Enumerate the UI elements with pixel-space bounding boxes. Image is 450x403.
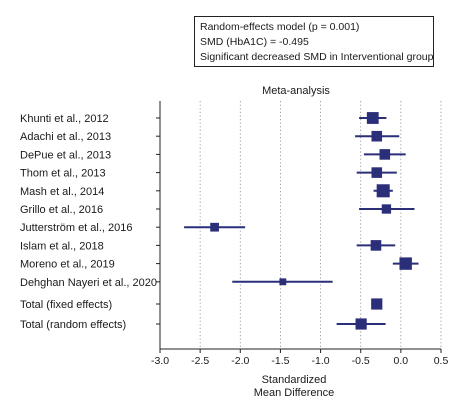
study-4-label: Mash et al., 2014 — [20, 186, 104, 198]
study-6-label: Jutterström et al., 2016 — [20, 222, 133, 234]
chart-title: Meta-analysis — [262, 85, 330, 97]
study-2-label: DePue et al., 2013 — [20, 149, 111, 161]
x-tick-label-3: -1.5 — [271, 355, 289, 367]
x-tick-label-2: -2.0 — [231, 355, 249, 367]
study-6-marker — [210, 222, 219, 232]
model-info-line-1: Random-effects model (p = 0.001) — [200, 21, 360, 33]
study-0-label: Khunti et al., 2012 — [20, 113, 109, 125]
study-8-label: Moreno et al., 2019 — [20, 259, 115, 271]
total-1-label: Total (random effects) — [20, 319, 126, 331]
model-info-line-3: Significant decreased SMD in Interventio… — [200, 51, 434, 63]
study-5-marker — [381, 204, 392, 214]
model-info-line-2: SMD (HbA1C) = -0.495 — [200, 36, 309, 48]
x-tick-label-0: -3.0 — [151, 355, 169, 367]
study-9-marker — [279, 278, 287, 286]
study-5-label: Grillo et al., 2016 — [20, 204, 103, 216]
study-1-label: Adachi et al., 2013 — [20, 131, 111, 143]
study-2-marker — [379, 149, 391, 160]
model-info-box: Random-effects model (p = 0.001) SMD (Hb… — [194, 16, 434, 67]
total-0-marker — [371, 298, 383, 310]
axes: -3.0 -2.5 -2.0 -1.5 -1.0 -0.5 0.0 0.5 — [151, 101, 448, 367]
study-0-marker — [366, 112, 379, 124]
study-3-marker — [371, 167, 383, 178]
x-tick-label-1: -2.5 — [191, 355, 209, 367]
study-9-label: Dehghan Nayeri et al., 2020 — [20, 277, 157, 289]
x-axis-label-line-1: Standardized — [262, 374, 327, 386]
x-tick-label-6: 0.0 — [394, 355, 409, 367]
x-axis-label-line-2: Mean Difference — [254, 387, 335, 399]
study-3-label: Thom et al., 2013 — [20, 168, 106, 180]
study-7-marker — [370, 240, 382, 251]
x-tick-label-4: -1.0 — [312, 355, 330, 367]
study-labels: Khunti et al., 2012 Adachi et al., 2013 De… — [20, 113, 157, 331]
study-7-label: Islam et al., 2018 — [20, 240, 104, 252]
plot-marks — [184, 112, 419, 330]
total-1-marker — [355, 318, 367, 330]
gridlines — [159, 101, 442, 347]
study-8-marker — [399, 257, 412, 270]
study-4-marker — [376, 184, 390, 198]
x-tick-label-5: -0.5 — [352, 355, 370, 367]
study-1-marker — [371, 130, 383, 142]
total-0-label: Total (fixed effects) — [20, 299, 112, 311]
x-tick-label-7: 0.5 — [434, 355, 449, 367]
